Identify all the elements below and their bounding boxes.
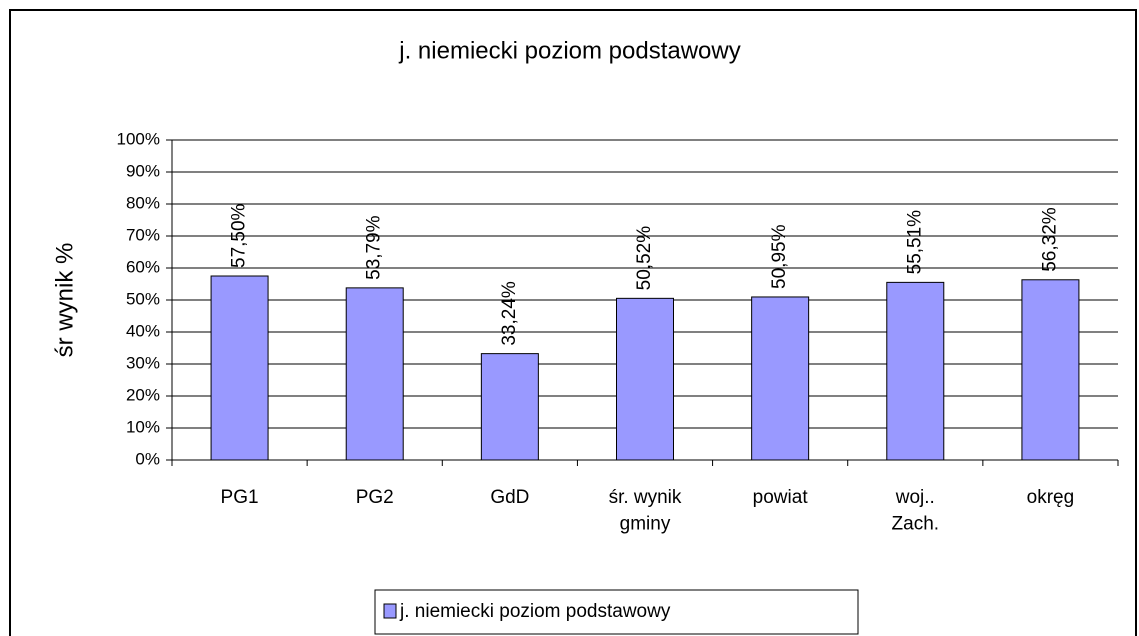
x-tick-label: GdD — [490, 487, 529, 508]
bar — [480, 353, 539, 461]
y-axis-label: śr wynik % — [51, 243, 78, 358]
legend-label: j. niemiecki poziom podstawowy — [399, 601, 671, 622]
bar — [886, 281, 945, 461]
bar — [210, 275, 269, 461]
legend-swatch — [383, 603, 397, 619]
y-tick-label: 60% — [126, 257, 160, 276]
y-tick-label: 80% — [126, 193, 160, 212]
x-tick-label: powiat — [753, 487, 809, 508]
data-label: 57,50% — [229, 203, 250, 268]
legend-box — [374, 589, 859, 635]
data-label: 33,24% — [499, 281, 520, 346]
bar — [751, 296, 810, 461]
bar — [345, 287, 404, 461]
y-tick-label: 0% — [135, 449, 160, 468]
bar — [616, 297, 674, 461]
data-label: 56,32% — [1039, 207, 1060, 272]
y-tick-label: 50% — [126, 289, 160, 308]
data-label: 50,52% — [634, 226, 655, 291]
y-tick-label: 10% — [126, 417, 160, 436]
x-tick-label: PG1 — [221, 487, 259, 508]
y-tick-label: 40% — [126, 321, 160, 340]
chart-title: j. niemiecki poziom podstawowy — [398, 37, 740, 64]
bar — [1021, 279, 1080, 461]
data-label: 50,95% — [769, 224, 790, 289]
y-tick-label: 30% — [126, 353, 160, 372]
x-tick-label: woj.. Zach. — [892, 487, 940, 535]
x-tick-label: śr. wynik gminy — [609, 487, 682, 535]
chart-frame — [9, 9, 1137, 636]
x-tick-label: okręg — [1027, 487, 1075, 508]
data-label: 53,79% — [364, 215, 385, 280]
y-tick-label: 90% — [126, 161, 160, 180]
x-tick-label: PG2 — [356, 487, 394, 508]
y-tick-label: 70% — [126, 225, 160, 244]
y-tick-label: 100% — [117, 129, 160, 148]
data-label: 55,51% — [904, 210, 925, 275]
y-tick-label: 20% — [126, 385, 160, 404]
